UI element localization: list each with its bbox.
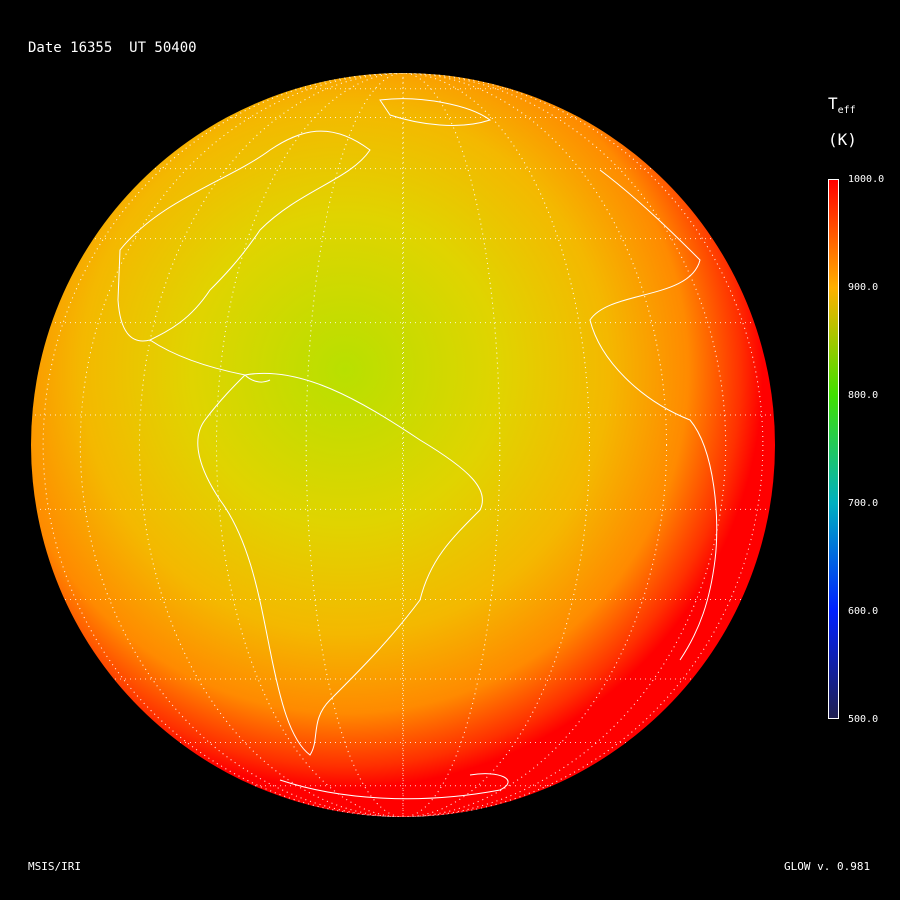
meridian-line — [305, 73, 501, 817]
coastline-central-america — [149, 339, 271, 383]
coastlines — [117, 98, 718, 800]
colorbar-tick: 500.0 — [848, 714, 879, 725]
coastline-greenland — [379, 98, 492, 126]
version-label: GLOW v. 0.981 — [784, 860, 871, 873]
meridian-line — [216, 73, 590, 817]
colorbar — [828, 179, 839, 719]
colorbar-tick: 1000.0 — [848, 174, 885, 185]
model-label: MSIS/IRI — [28, 860, 81, 873]
meridian-line — [138, 73, 668, 817]
colorbar-tick: 600.0 — [848, 606, 879, 617]
colorbar-units: (K) — [828, 130, 857, 149]
meridian-line — [402, 73, 404, 817]
colorbar-tick: 800.0 — [848, 390, 879, 401]
plot-title: Date 16355 UT 50400 — [28, 40, 197, 56]
colorbar-tick: 700.0 — [848, 498, 879, 509]
colorbar-title: Teff — [828, 94, 856, 116]
meridian-line — [42, 73, 764, 817]
coastline-antarctica — [279, 773, 509, 800]
coastline-africa — [589, 169, 718, 661]
coastline-south-america — [197, 372, 483, 756]
colorbar-tick: 900.0 — [848, 282, 879, 293]
colorbar-variable-subscript: eff — [837, 105, 856, 117]
colorbar-variable: T — [828, 94, 838, 113]
meridian-line — [79, 73, 727, 817]
